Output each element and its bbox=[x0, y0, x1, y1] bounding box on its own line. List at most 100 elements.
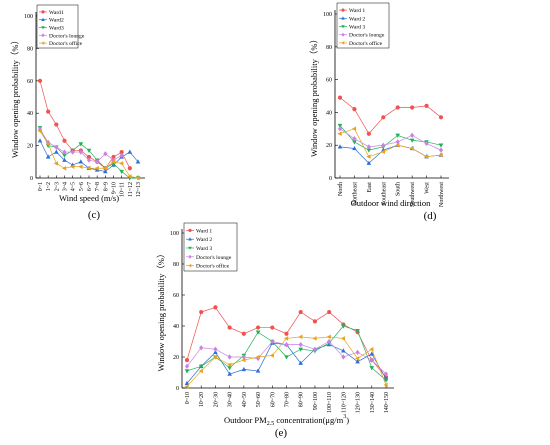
legend-label: Doctor's lounge bbox=[49, 33, 85, 39]
data-point bbox=[355, 359, 360, 364]
legend-label: Ward 1 bbox=[349, 8, 365, 14]
data-point bbox=[337, 131, 342, 137]
x-tick-label: 60~70 bbox=[270, 392, 276, 407]
data-point bbox=[135, 175, 140, 181]
data-point bbox=[327, 309, 332, 315]
x-tick-label: 7~8 bbox=[95, 182, 101, 191]
data-point bbox=[298, 347, 304, 352]
data-point bbox=[255, 325, 261, 330]
data-point bbox=[127, 149, 133, 154]
series-line bbox=[339, 128, 442, 151]
data-point bbox=[366, 131, 371, 136]
data-point bbox=[410, 132, 415, 138]
legend-marker bbox=[188, 228, 192, 232]
x-tick-label: Southeast bbox=[381, 182, 387, 206]
x-tick-label: 8~9 bbox=[103, 182, 109, 191]
data-point bbox=[424, 154, 429, 159]
data-point bbox=[37, 138, 43, 143]
legend-marker bbox=[41, 33, 45, 38]
x-tick-label: West bbox=[425, 182, 431, 194]
data-point bbox=[424, 140, 429, 147]
y-tick-label: 0 bbox=[329, 176, 332, 182]
data-point bbox=[284, 355, 289, 360]
series-ward3 bbox=[37, 126, 141, 181]
data-point bbox=[198, 364, 204, 369]
data-point bbox=[366, 160, 372, 165]
data-point bbox=[438, 143, 444, 148]
data-point bbox=[409, 146, 414, 151]
data-point bbox=[62, 138, 67, 143]
data-point bbox=[127, 166, 132, 171]
data-point bbox=[366, 144, 371, 150]
x-tick-label: Northeast bbox=[352, 182, 358, 206]
x-tick-label: Southwest bbox=[410, 182, 416, 207]
x-tick-label: 6~7 bbox=[87, 182, 93, 191]
data-point bbox=[184, 363, 190, 369]
data-point bbox=[241, 331, 246, 336]
legend-marker bbox=[188, 237, 192, 241]
y-axis-title: Window opening probability（%） bbox=[156, 250, 166, 372]
legend-label: Ward3 bbox=[49, 26, 64, 32]
data-point bbox=[86, 157, 92, 163]
legend-label: Doctor's office bbox=[349, 40, 383, 47]
x-axis-title-part: 3 bbox=[343, 414, 346, 420]
x-tick-label: 140~150 bbox=[384, 392, 390, 413]
data-point bbox=[184, 369, 190, 374]
series-ward1 bbox=[37, 78, 132, 171]
panel-letter: (e) bbox=[275, 427, 288, 439]
data-point bbox=[341, 354, 346, 360]
series-doctor-s-office bbox=[37, 128, 140, 181]
data-point bbox=[438, 115, 444, 120]
data-point bbox=[326, 334, 331, 340]
y-tick-label: 80 bbox=[27, 46, 33, 52]
legend-label: Ward1 bbox=[49, 10, 64, 16]
data-point bbox=[78, 159, 84, 164]
series-line bbox=[339, 97, 442, 135]
data-point bbox=[298, 309, 303, 315]
data-point bbox=[395, 139, 400, 145]
data-point bbox=[383, 382, 388, 388]
panel-letter: (c) bbox=[88, 209, 101, 221]
data-point bbox=[337, 144, 343, 149]
y-axis-title: Window opening probability（%） bbox=[309, 35, 319, 157]
data-point bbox=[381, 115, 386, 120]
x-tick-label: South bbox=[396, 182, 402, 196]
data-point bbox=[86, 165, 91, 171]
data-point bbox=[312, 346, 318, 352]
x-tick-label: 5~6 bbox=[79, 182, 85, 191]
data-point bbox=[54, 122, 59, 127]
data-point bbox=[199, 309, 204, 315]
data-point bbox=[61, 165, 67, 171]
data-point bbox=[395, 142, 400, 148]
y-tick-label: 0 bbox=[30, 176, 33, 182]
y-tick-label: 80 bbox=[326, 45, 332, 51]
series-doctor-s-office bbox=[184, 334, 388, 389]
y-tick-label: 40 bbox=[173, 324, 179, 330]
chart-panel-pm25: 0 20 40 60 80 100 0~10 10~20 20~30 30~40 40~50 50~6… bbox=[156, 222, 394, 439]
data-point bbox=[119, 149, 124, 155]
x-tick-label: 100~110 bbox=[327, 392, 333, 413]
legend-marker bbox=[341, 8, 345, 12]
data-point bbox=[184, 384, 189, 389]
series-ward-2 bbox=[337, 142, 444, 165]
legend-marker bbox=[341, 41, 345, 45]
data-point bbox=[355, 349, 360, 355]
data-point bbox=[366, 154, 371, 159]
legend-label: Ward 2 bbox=[196, 237, 212, 243]
data-point bbox=[95, 159, 100, 165]
legend-marker bbox=[188, 263, 192, 268]
data-point bbox=[78, 149, 83, 155]
data-point bbox=[410, 105, 415, 110]
data-point bbox=[53, 161, 59, 166]
data-point bbox=[340, 336, 346, 341]
data-point bbox=[283, 336, 289, 341]
legend-label: Ward 3 bbox=[196, 246, 212, 252]
data-point bbox=[111, 154, 116, 160]
data-point bbox=[86, 154, 92, 160]
data-point bbox=[127, 174, 132, 179]
x-axis-title-part: concentration(μg/m bbox=[274, 415, 343, 425]
data-point bbox=[312, 319, 318, 324]
series-doctor-s-office bbox=[337, 126, 443, 159]
